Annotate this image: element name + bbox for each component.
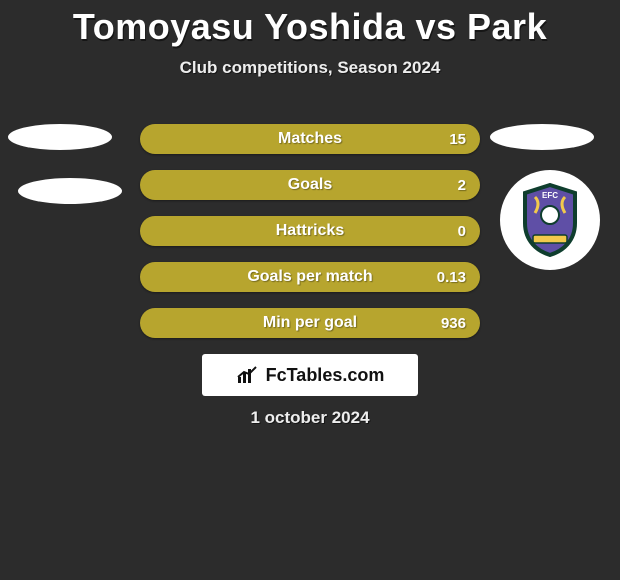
brand-box: FcTables.com (202, 354, 418, 396)
stat-value: 936 (441, 315, 466, 332)
date-label: 1 october 2024 (0, 408, 620, 428)
stat-label: Hattricks (276, 222, 344, 240)
stat-bar: Hattricks 0 (140, 216, 480, 246)
right-placeholder-ellipse (490, 124, 594, 150)
stat-label: Matches (278, 130, 342, 148)
stat-bar: Min per goal 936 (140, 308, 480, 338)
stat-value: 0.13 (437, 269, 466, 286)
svg-text:EFC: EFC (542, 191, 558, 200)
brand-text: FcTables.com (266, 365, 385, 386)
stat-label: Min per goal (263, 314, 357, 332)
stat-bar: Goals 2 (140, 170, 480, 200)
shield-icon: EFC (519, 183, 581, 257)
stat-value: 0 (458, 223, 466, 240)
placeholder-ellipse (18, 178, 122, 204)
subtitle: Club competitions, Season 2024 (0, 58, 620, 78)
stat-label: Goals (288, 176, 332, 194)
stat-bar: Matches 15 (140, 124, 480, 154)
club-crest: EFC (500, 170, 600, 270)
page-title: Tomoyasu Yoshida vs Park (0, 0, 620, 48)
chart-icon (236, 365, 260, 385)
stat-bars: Matches 15 Goals 2 Hattricks 0 Goals per match… (140, 124, 480, 354)
placeholder-ellipse (8, 124, 112, 150)
stat-value: 2 (458, 177, 466, 194)
stat-label: Goals per match (247, 268, 372, 286)
stat-value: 15 (449, 131, 466, 148)
stat-bar: Goals per match 0.13 (140, 262, 480, 292)
